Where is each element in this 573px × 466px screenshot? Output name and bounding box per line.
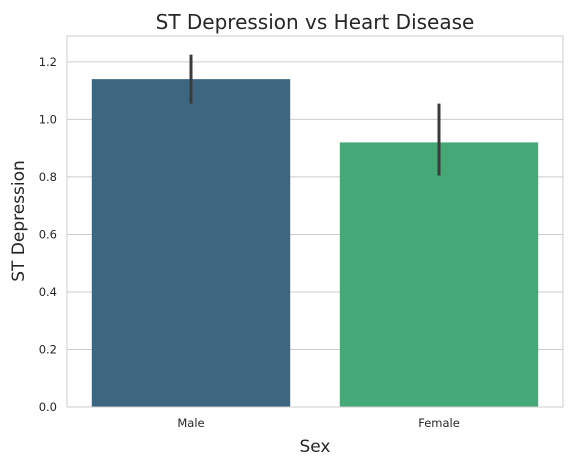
y-tick-label: 0.8 [39,170,57,184]
y-tick-label: 0.2 [39,342,57,356]
y-axis-label: ST Depression [9,160,29,282]
y-tick-label: 0.4 [39,285,57,299]
bars [92,79,538,407]
bar-female [340,142,538,407]
y-tick-label: 0.6 [39,227,57,241]
x-tick-label: Female [418,416,460,430]
y-tick-label: 0.0 [39,400,57,414]
x-axis-label: Sex [299,437,330,457]
bar-male [92,79,290,407]
y-tick-labels: 0.0 0.2 0.4 0.6 0.8 1.0 1.2 [39,55,57,414]
x-tick-labels: Male Female [177,416,459,430]
x-tick-label: Male [177,416,204,430]
chart-title: ST Depression vs Heart Disease [156,10,475,34]
y-tick-label: 1.2 [39,55,57,69]
y-tick-label: 1.0 [39,112,57,126]
